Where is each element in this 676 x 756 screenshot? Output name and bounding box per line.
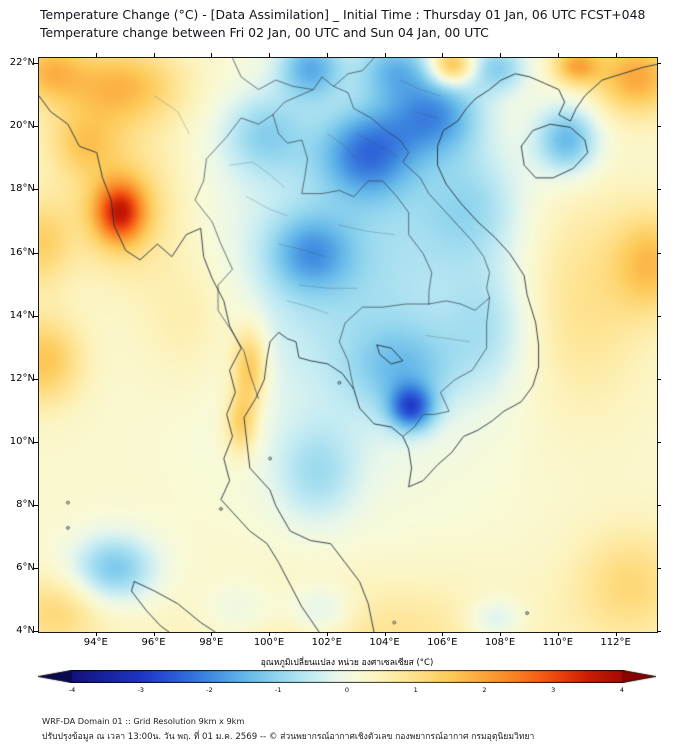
lat-tick-label: 6°N (16, 561, 35, 573)
lat-tick-mark-right (657, 126, 661, 128)
lat-tick-label: 22°N (9, 57, 35, 69)
lon-tick-label: 98°E (199, 637, 224, 648)
colorbar-label: อุณหภูมิเปลี่ยนแปลง หน่วย องศาเซลเซียส (… (260, 658, 434, 668)
lat-tick-label: 8°N (16, 498, 35, 510)
lat-tick-mark-right (657, 378, 661, 380)
footer-domain-info: WRF-DA Domain 01 :: Grid Resolution 9km … (42, 716, 245, 726)
lat-tick-label: 18°N (9, 183, 35, 195)
lon-tick-mark-bottom (442, 632, 444, 636)
lat-tick-mark-left (34, 126, 38, 128)
lat-tick-mark-left (34, 567, 38, 569)
lon-tick-label: 102°E (311, 637, 342, 648)
lat-tick-mark-left (34, 631, 38, 632)
temperature-change-map-canvas (39, 58, 657, 632)
lon-tick-label: 104°E (369, 637, 400, 648)
lon-tick-mark-top (557, 53, 559, 57)
lon-tick-mark-top (211, 53, 213, 57)
lat-tick-label: 16°N (9, 246, 35, 258)
lat-tick-mark-right (657, 189, 661, 191)
lat-tick-label: 10°N (9, 435, 35, 447)
lon-tick-mark-bottom (384, 632, 386, 636)
lon-tick-mark-bottom (326, 632, 328, 636)
lon-tick-mark-top (384, 53, 386, 57)
lon-tick-mark-bottom (269, 632, 271, 636)
lon-tick-label: 108°E (484, 637, 516, 648)
lat-tick-mark-left (34, 504, 38, 506)
colorbar-tick-label: -4 (68, 686, 76, 694)
lon-tick-label: 100°E (253, 637, 285, 648)
colorbar-tick-label: 3 (551, 686, 556, 694)
colorbar-tick-label: -3 (137, 686, 144, 694)
lat-tick-mark-right (657, 441, 661, 443)
lon-tick-mark-bottom (211, 632, 213, 636)
lon-tick-mark-top (500, 53, 502, 57)
lon-tick-mark-top (326, 53, 328, 57)
map-plot-area (38, 57, 658, 633)
lat-tick-mark-left (34, 252, 38, 254)
lat-tick-mark-left (34, 189, 38, 191)
colorbar-tick-label: 4 (619, 686, 625, 694)
lat-tick-label: 12°N (9, 372, 35, 384)
figure-title-line-1: Temperature Change (°C) - [Data Assimila… (40, 7, 646, 22)
colorbar-tick-label: -2 (206, 686, 213, 694)
lat-tick-mark-left (34, 63, 38, 65)
lat-tick-mark-left (34, 378, 38, 380)
lon-tick-mark-top (442, 53, 444, 57)
figure-title-line-2: Temperature change between Fri 02 Jan, 0… (40, 25, 489, 40)
lat-tick-mark-right (657, 252, 661, 254)
lon-tick-label: 106°E (427, 637, 458, 648)
lon-tick-label: 96°E (141, 637, 166, 648)
lat-tick-mark-right (657, 315, 661, 317)
lat-tick-label: 20°N (9, 120, 35, 132)
footer-agency-info: ปรับปรุงข้อมูล ณ เวลา 13:00น. วัน พฤ. ที… (42, 732, 535, 742)
colorbar-tick-label: 0 (344, 686, 350, 694)
lon-tick-label: 112°E (600, 637, 631, 648)
colorbar-tick-label: 1 (413, 686, 418, 694)
colorbar-tick-label: -1 (275, 686, 282, 694)
colorbar (38, 670, 656, 683)
lat-tick-label: 4°N (16, 625, 35, 636)
lat-tick-mark-right (657, 567, 661, 569)
lon-tick-mark-bottom (615, 632, 617, 636)
lon-tick-label: 110°E (542, 637, 574, 648)
lon-tick-mark-bottom (153, 632, 155, 636)
lon-tick-mark-bottom (500, 632, 502, 636)
lon-tick-mark-top (269, 53, 271, 57)
lon-tick-mark-bottom (95, 632, 97, 636)
lat-tick-mark-right (657, 504, 661, 506)
lon-tick-mark-top (95, 53, 97, 57)
lon-tick-mark-bottom (557, 632, 559, 636)
lat-tick-mark-right (657, 63, 661, 65)
lon-tick-mark-top (153, 53, 155, 57)
lat-tick-mark-left (34, 315, 38, 317)
colorbar-tick-label: 2 (482, 686, 487, 694)
lon-tick-mark-top (615, 53, 617, 57)
lon-tick-label: 94°E (83, 637, 108, 648)
lat-tick-mark-left (34, 441, 38, 443)
lat-tick-mark-right (657, 631, 661, 632)
lat-tick-label: 14°N (9, 309, 35, 321)
